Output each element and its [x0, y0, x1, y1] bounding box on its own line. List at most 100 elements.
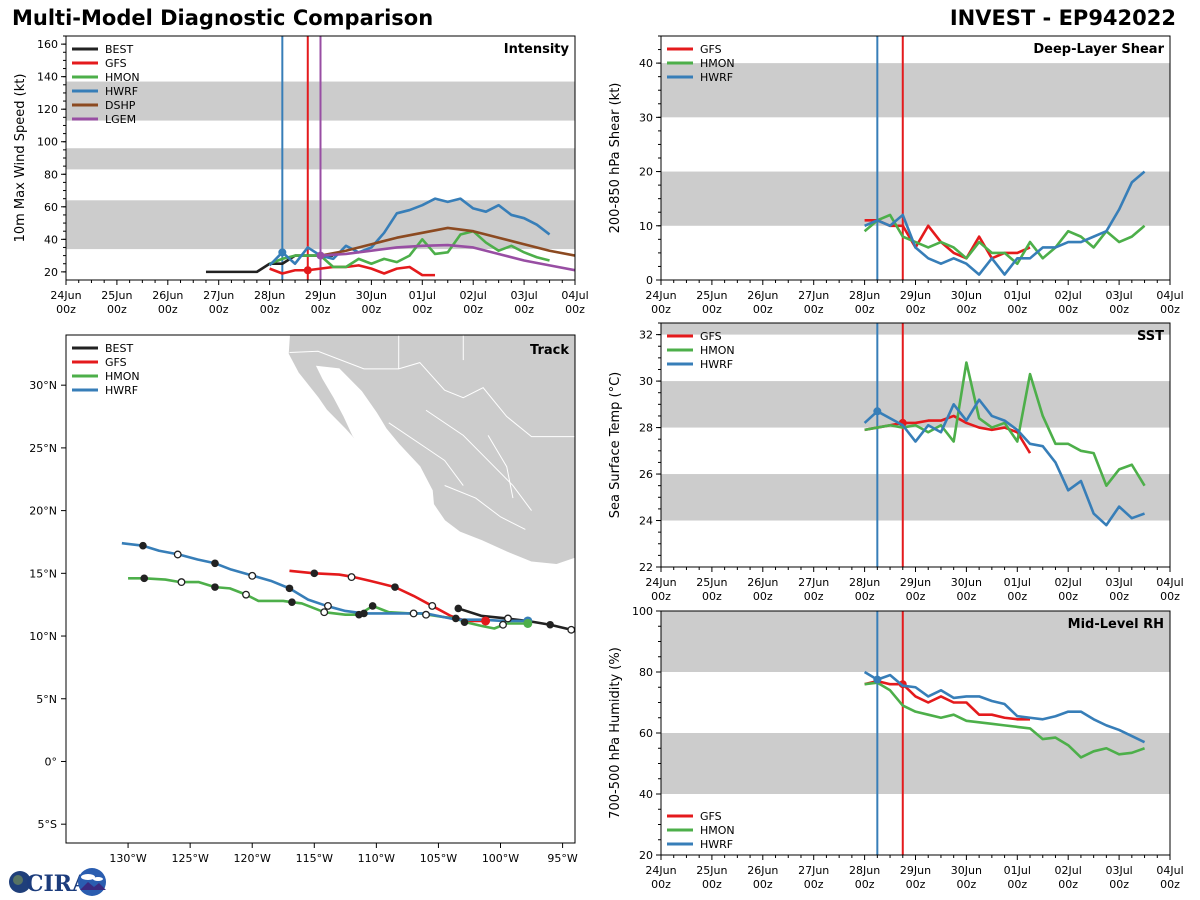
- plot-area: [661, 323, 1170, 567]
- panel-title: Track: [530, 343, 569, 358]
- x-tick-label-date: 28Jun: [254, 289, 285, 302]
- legend-label-gfs: GFS: [105, 57, 127, 70]
- y-axis-label: 700-500 hPa Humidity (%): [608, 647, 623, 819]
- x-tick-label-hour: 00z: [1058, 878, 1078, 891]
- x-tick-label-date: 24Jun: [50, 289, 81, 302]
- shaded-band: [661, 611, 1170, 672]
- shaded-band: [661, 323, 1170, 335]
- x-tick-label-hour: 00z: [107, 303, 127, 316]
- track-marker-12z: [422, 610, 430, 619]
- track-marker-00z: [139, 541, 147, 550]
- legend-label-hmon: HMON: [105, 71, 140, 84]
- legend-label-gfs: GFS: [700, 810, 722, 823]
- track-marker-00z: [452, 614, 460, 623]
- y-axis-label: Sea Surface Temp (°C): [608, 372, 623, 519]
- track-marker-12z: [177, 578, 186, 587]
- x-tick-label-date: 28Jun: [849, 576, 880, 589]
- panel-track: 5°S 0° 5°N 10°N 15°N 20°N 25°N 30°N 130°W 125°W 12…: [29, 334, 578, 865]
- x-tick-label-date: 02Jul: [1055, 864, 1082, 877]
- y-tick-label: 60: [639, 727, 653, 740]
- x-tick-label-hour: 00z: [1160, 590, 1180, 603]
- x-tick-label-hour: 00z: [804, 878, 824, 891]
- y-tick-label: 60: [44, 201, 58, 214]
- lon-tick-label: 100°W: [482, 852, 519, 865]
- x-tick-label-date: 26Jun: [747, 576, 778, 589]
- y-tick-label: 24: [639, 515, 653, 528]
- y-tick-label: 80: [639, 666, 653, 679]
- series-line-hmon: [863, 213, 1146, 266]
- series-line-hwrf: [863, 670, 1146, 744]
- track-marker-00z: [285, 584, 294, 593]
- x-tick-label-hour: 00z: [565, 303, 585, 316]
- x-tick-label-date: 25Jun: [696, 576, 727, 589]
- x-tick-label-hour: 00z: [651, 878, 671, 891]
- lat-tick-label: 20°N: [29, 505, 57, 518]
- x-tick-label-date: 04Jul: [561, 289, 588, 302]
- y-tick-label: 100: [632, 605, 653, 618]
- track-marker-00z: [288, 598, 296, 606]
- y-tick-label: 22: [639, 561, 653, 574]
- track-marker-12z: [248, 571, 257, 580]
- x-tick-label-hour: 00z: [804, 303, 824, 316]
- lon-tick-label: 110°W: [358, 852, 395, 865]
- x-tick-label-date: 26Jun: [747, 864, 778, 877]
- lon-tick-label: 130°W: [109, 852, 146, 865]
- x-tick-label-hour: 00z: [855, 878, 875, 891]
- x-tick-label-date: 29Jun: [900, 864, 931, 877]
- y-tick-label: 30: [639, 111, 653, 124]
- series-line-lgem: [320, 243, 575, 272]
- x-tick-label-date: 01Jul: [1004, 864, 1031, 877]
- lon-tick-label: 105°W: [420, 852, 457, 865]
- y-tick-label: 28: [639, 422, 653, 435]
- x-tick-label-date: 30Jun: [951, 576, 982, 589]
- y-tick-label: 10: [639, 220, 653, 233]
- x-tick-label-hour: 00z: [804, 590, 824, 603]
- cloud-mountain-icon: [78, 868, 106, 896]
- legend-label-hmon: HMON: [700, 344, 735, 357]
- x-tick-label-hour: 00z: [957, 590, 977, 603]
- x-tick-label-hour: 00z: [1160, 878, 1180, 891]
- legend-label-best: BEST: [105, 342, 133, 355]
- track-marker-12z: [323, 601, 332, 610]
- x-tick-label-date: 29Jun: [900, 289, 931, 302]
- plot-area: [66, 36, 575, 280]
- panel-title: Intensity: [504, 42, 570, 57]
- x-tick-label-date: 30Jun: [356, 289, 387, 302]
- x-tick-label-hour: 00z: [260, 303, 280, 316]
- shaded-band: [661, 171, 1170, 226]
- y-axis-label: 10m Max Wind Speed (kt): [13, 74, 28, 243]
- legend-label-hwrf: HWRF: [700, 71, 733, 84]
- x-tick-label-date: 03Jul: [1105, 289, 1132, 302]
- current-position-gfs: [481, 616, 491, 626]
- lat-tick-label: 30°N: [29, 379, 57, 392]
- x-tick-label-date: 28Jun: [849, 864, 880, 877]
- track-marker-00z: [140, 574, 149, 583]
- series-line-hwrf: [268, 197, 551, 267]
- x-tick-label-hour: 00z: [855, 590, 875, 603]
- x-tick-label-date: 24Jun: [645, 576, 676, 589]
- state-boundary: [289, 350, 575, 438]
- track-marker-00z: [546, 620, 554, 629]
- panel-rh: 2040608010024Jun00z25Jun00z26Jun00z27Jun…: [608, 605, 1184, 891]
- x-tick-label-date: 26Jun: [152, 289, 183, 302]
- series-line-gfs: [269, 264, 436, 277]
- track-marker-12z: [499, 620, 507, 629]
- legend-label-hmon: HMON: [700, 824, 735, 837]
- series-line-hmon: [864, 361, 1146, 487]
- x-tick-label-hour: 00z: [702, 878, 722, 891]
- x-tick-label-date: 02Jul: [460, 289, 487, 302]
- x-tick-label-hour: 00z: [1109, 590, 1129, 603]
- axes-frame: [660, 322, 1171, 568]
- x-tick-label-date: 27Jun: [203, 289, 234, 302]
- plot-area: [661, 36, 1170, 280]
- y-tick-label: 120: [37, 103, 58, 116]
- y-tick-label: 140: [37, 71, 58, 84]
- x-tick-label-hour: 00z: [311, 303, 331, 316]
- x-tick-label-date: 01Jul: [409, 289, 436, 302]
- x-tick-label-date: 03Jul: [1105, 864, 1132, 877]
- x-tick-label-date: 24Jun: [645, 289, 676, 302]
